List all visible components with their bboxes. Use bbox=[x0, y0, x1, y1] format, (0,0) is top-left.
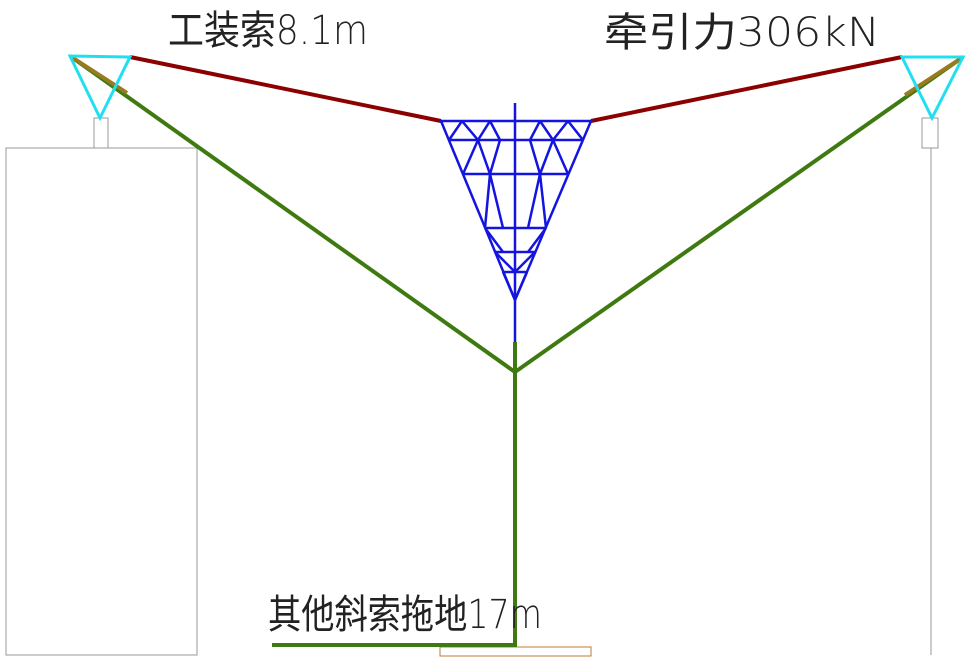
green-cables bbox=[68, 54, 965, 647]
traction-force-label: 牵引力306kN bbox=[604, 10, 880, 56]
truss-diagonal bbox=[526, 173, 542, 229]
left-stay bbox=[68, 54, 517, 374]
right-stay bbox=[513, 55, 965, 374]
tower bbox=[439, 103, 593, 342]
right-olive bbox=[903, 55, 965, 97]
truss-diagonal bbox=[488, 173, 505, 229]
truss-diagonal bbox=[501, 271, 517, 301]
ground-pad bbox=[439, 646, 592, 657]
left-building bbox=[5, 147, 198, 656]
right-pulley bbox=[899, 55, 966, 122]
ground-cable-label: 其他斜索拖地17m bbox=[268, 592, 542, 638]
truss-diagonal bbox=[484, 227, 504, 253]
right-traction-cable bbox=[590, 55, 903, 123]
truss-diagonal bbox=[476, 120, 492, 141]
left-tooling-cable bbox=[129, 55, 442, 123]
truss-diagonal bbox=[538, 139, 555, 175]
truss-diagonal bbox=[538, 173, 548, 229]
truss-diagonal bbox=[567, 120, 584, 141]
left-pulley bbox=[67, 54, 133, 122]
truss-diagonal bbox=[527, 227, 547, 253]
left-post bbox=[93, 117, 109, 149]
truss-diagonal bbox=[488, 139, 502, 175]
pulleys bbox=[67, 54, 966, 122]
truss-diagonal bbox=[551, 139, 570, 175]
truss-diagonal bbox=[494, 251, 516, 273]
truss-diagonal bbox=[552, 120, 569, 141]
left-olive bbox=[68, 54, 129, 95]
tooling-cable-label: 工装索8.1m bbox=[168, 8, 368, 54]
truss-diagonal bbox=[513, 271, 529, 301]
truss-diagonal bbox=[461, 120, 479, 141]
truss-diagonal bbox=[461, 139, 480, 175]
truss-diagonal bbox=[538, 120, 555, 141]
red-cables bbox=[129, 55, 903, 123]
truss-diagonal bbox=[528, 139, 542, 175]
truss-diagonal bbox=[476, 139, 492, 175]
ground-cable bbox=[272, 342, 517, 647]
right-post bbox=[921, 117, 939, 149]
truss-diagonal bbox=[528, 120, 542, 141]
olive-segments bbox=[68, 54, 965, 97]
truss-diagonal bbox=[488, 120, 502, 141]
truss-diagonal bbox=[447, 120, 464, 141]
truss-diagonal bbox=[483, 173, 492, 229]
truss-diagonal bbox=[514, 251, 536, 273]
